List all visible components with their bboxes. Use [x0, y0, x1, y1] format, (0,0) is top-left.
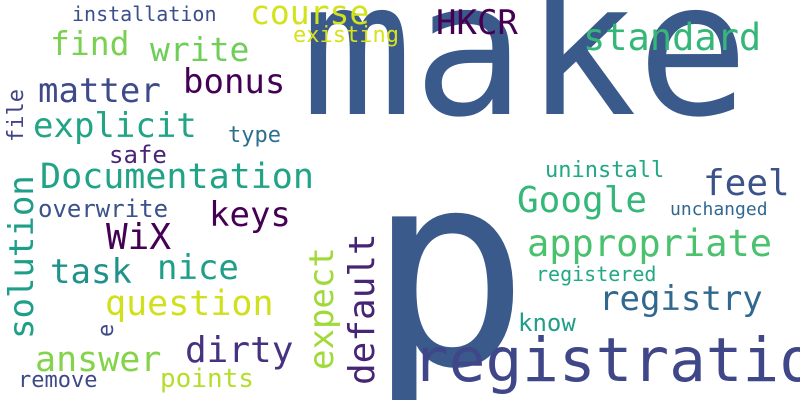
- word-course: course: [250, 0, 370, 32]
- word-matter: matter: [38, 71, 161, 111]
- word-safe: safe: [109, 141, 167, 169]
- word-nice: nice: [157, 248, 239, 288]
- word-hkcr: HKCR: [436, 3, 518, 43]
- word-bonus: bonus: [183, 62, 286, 102]
- word-uninstall: uninstall: [545, 158, 665, 183]
- word-registered: registered: [536, 262, 657, 286]
- word-task: task: [50, 252, 132, 292]
- word-find: find: [50, 24, 130, 63]
- word-p: p: [367, 113, 530, 400]
- word-type: type: [228, 123, 281, 148]
- word-standard: standard: [583, 16, 762, 59]
- word-keys: keys: [209, 195, 291, 235]
- word-e: e: [94, 323, 119, 337]
- word-expect: expect: [302, 247, 342, 370]
- word-appropriate: appropriate: [527, 222, 773, 265]
- word-installation: installation: [72, 2, 217, 26]
- word-points: points: [160, 364, 254, 394]
- word-know: know: [518, 309, 576, 337]
- word-feel: feel: [703, 163, 790, 204]
- word-google: Google: [517, 180, 648, 221]
- word-unchanged: unchanged: [670, 199, 768, 220]
- word-question: question: [105, 284, 274, 324]
- word-make: make: [301, 0, 749, 158]
- word-solution: solution: [2, 175, 42, 339]
- word-file: file: [4, 89, 29, 142]
- word-registration: registration: [412, 325, 800, 396]
- word-existing: existing: [293, 23, 399, 48]
- word-wix: WiX: [106, 217, 172, 258]
- word-registry: registry: [599, 279, 763, 319]
- word-remove: remove: [18, 368, 98, 393]
- word-explicit: explicit: [33, 106, 197, 146]
- word-default: default: [342, 233, 383, 385]
- word-answer: answer: [35, 340, 162, 380]
- word-overwrite: overwrite: [38, 195, 169, 223]
- word-documentation: Documentation: [40, 157, 314, 197]
- word-dirty: dirty: [185, 330, 294, 371]
- word-write: write: [150, 30, 250, 69]
